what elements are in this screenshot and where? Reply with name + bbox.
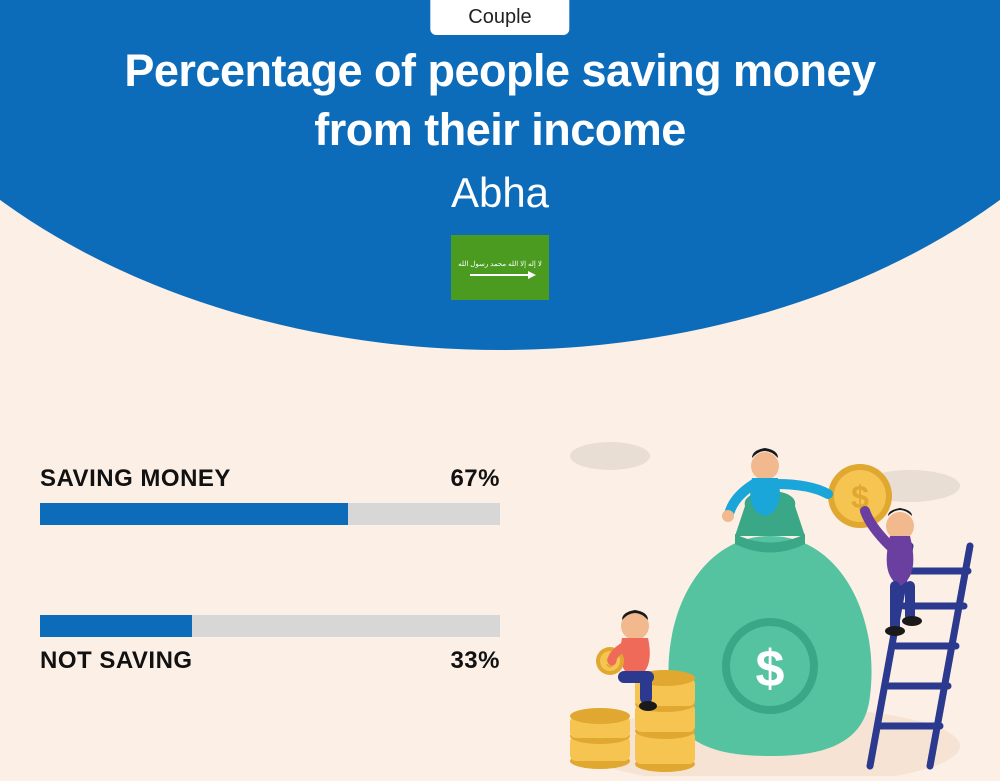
bar-notsaving-labels: NOT SAVING 33% [40, 647, 500, 675]
bar-saving-fill [40, 503, 348, 525]
flag-script: لا إله إلا الله محمد رسول الله [458, 260, 542, 268]
bar-saving: SAVING MONEY 67% [40, 465, 500, 525]
savings-illustration: $ $ [540, 416, 980, 776]
header-content: Percentage of people saving money from t… [0, 42, 1000, 300]
bar-notsaving-label: NOT SAVING [40, 647, 193, 675]
title-line-2: from their income [314, 104, 686, 155]
bar-saving-track [40, 503, 500, 525]
bar-notsaving-fill [40, 615, 192, 637]
category-tab: Couple [430, 0, 569, 35]
bar-notsaving-value: 33% [450, 647, 500, 675]
city-name: Abha [0, 169, 1000, 217]
bar-notsaving: NOT SAVING 33% [40, 615, 500, 675]
bar-saving-value: 67% [450, 465, 500, 493]
flag-sword-icon [470, 274, 530, 276]
title-line-1: Percentage of people saving money [124, 45, 875, 96]
svg-text:$: $ [756, 640, 785, 698]
flag-icon: لا إله إلا الله محمد رسول الله [451, 235, 549, 300]
bar-saving-label: SAVING MONEY [40, 465, 231, 493]
bar-saving-labels: SAVING MONEY 67% [40, 465, 500, 493]
page-title: Percentage of people saving money from t… [0, 42, 1000, 159]
bar-notsaving-track [40, 615, 500, 637]
bar-chart: SAVING MONEY 67% NOT SAVING 33% [40, 465, 500, 765]
